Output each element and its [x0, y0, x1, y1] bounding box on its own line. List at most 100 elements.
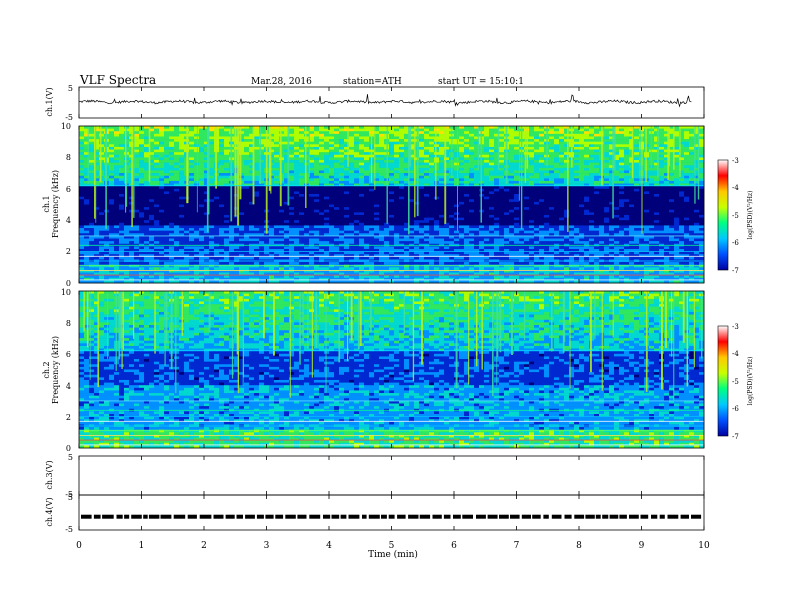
spectrogram-cell	[249, 173, 255, 177]
spectrogram-cell	[554, 141, 560, 145]
spectrogram-cell	[339, 180, 345, 184]
spectrogram-cell	[259, 131, 265, 135]
spectrogram-cell	[654, 214, 660, 218]
spectrogram-cell	[559, 214, 565, 218]
spectrogram-cell	[394, 183, 400, 187]
spectrogram-cell	[399, 194, 405, 197]
spectrogram-cell	[334, 157, 340, 161]
spectrogram-cell	[354, 141, 360, 145]
spectrogram-cell	[624, 128, 630, 132]
spectrogram-cell	[219, 133, 225, 137]
spectrogram-cell	[184, 225, 190, 229]
spectrogram-cell	[594, 191, 600, 195]
spectrogram-cell	[259, 165, 265, 169]
spectrogram-cell	[469, 126, 475, 129]
spectrogram-cell	[219, 146, 225, 150]
spectrogram-cell	[154, 191, 160, 195]
spectrogram-cell	[324, 162, 330, 166]
spectrogram-cell	[589, 128, 595, 132]
spectrogram-cell	[324, 126, 330, 129]
spectrogram-cell	[209, 126, 215, 129]
spectrogram-cell	[89, 162, 95, 166]
spectrogram-cell	[244, 162, 250, 166]
spectrogram-cell	[449, 214, 455, 218]
spectrogram-cell	[444, 212, 450, 216]
spectrogram-cell	[354, 220, 360, 224]
spectrogram-cell	[294, 196, 300, 200]
spectrogram-cell	[179, 170, 185, 174]
spectrogram-cell	[614, 209, 620, 213]
spectrogram-cell	[279, 225, 285, 229]
spectrogram-cell	[619, 188, 625, 192]
spectrogram-cell	[599, 220, 605, 224]
spectrogram-cell	[549, 160, 555, 163]
spectrogram-cell	[389, 212, 395, 216]
spectrogram-cell	[614, 136, 620, 140]
spectrogram-cell	[469, 141, 475, 145]
spectrogram-cell	[619, 139, 625, 142]
spectrogram-cell	[119, 144, 125, 148]
spectrogram-cell	[149, 188, 155, 192]
spectrogram-cell	[149, 131, 155, 135]
spectrogram-cell	[609, 214, 615, 218]
spectrogram-cell	[434, 188, 440, 192]
spectrogram-cell	[354, 154, 360, 158]
spectrogram-cell	[94, 146, 100, 150]
spectrogram-cell	[359, 188, 365, 192]
spectrogram-cell	[149, 173, 155, 177]
spectrogram-cell	[204, 154, 210, 158]
spectrogram-cell	[339, 167, 345, 171]
spectrogram-cell	[99, 136, 105, 140]
spectrogram-cell	[424, 162, 430, 166]
spectrogram-cell	[249, 201, 255, 205]
spectrogram-cell	[594, 165, 600, 169]
spectrogram-cell	[644, 188, 650, 192]
spectrogram-cell	[374, 180, 380, 184]
spectrogram-cell	[304, 209, 310, 213]
spectrogram-cell	[194, 196, 200, 200]
spectrogram-cell	[504, 222, 510, 226]
spectrogram-cell	[114, 149, 120, 153]
spectrogram-cell	[399, 165, 405, 169]
spectrogram-cell	[509, 160, 515, 163]
spectrogram-cell	[404, 133, 410, 137]
spectrogram-cell	[219, 220, 225, 224]
spectrogram-cell	[259, 160, 265, 163]
spectrogram-cell	[559, 204, 565, 208]
spectrogram-cell	[289, 136, 295, 140]
spectrogram-cell	[84, 144, 90, 148]
spectrogram-cell	[344, 165, 350, 169]
spectrogram-cell	[144, 207, 150, 211]
spectrogram-cell	[599, 228, 605, 231]
spectrogram-cell	[679, 131, 685, 135]
spectrogram-cell	[429, 128, 435, 132]
spectrogram-cell	[539, 220, 545, 224]
spectrogram-cell	[249, 207, 255, 211]
spectrogram-cell	[159, 139, 165, 142]
spectrogram-cell	[244, 131, 250, 135]
spectrogram-cell	[99, 178, 105, 182]
spectrogram-cell	[189, 201, 195, 205]
spectrogram-cell	[349, 146, 355, 150]
spectrogram-cell	[89, 222, 95, 226]
spectrogram-cell	[514, 139, 520, 142]
spectrogram-cell	[244, 128, 250, 132]
spectrogram-cell	[114, 199, 120, 203]
spectrogram-cell	[149, 141, 155, 145]
spectrogram-cell	[404, 173, 410, 177]
spectrogram-cell	[219, 204, 225, 208]
spectrogram-cell	[584, 196, 590, 200]
spectrogram-cell	[239, 201, 245, 205]
spectrogram-cell	[679, 154, 685, 158]
spectrogram-cell	[179, 201, 185, 205]
spectrogram-cell	[494, 209, 500, 213]
spectrogram-cell	[619, 167, 625, 171]
spectrogram-cell	[339, 209, 345, 213]
spectrogram-cell	[309, 209, 315, 213]
spectrogram-cell	[679, 212, 685, 216]
spectrogram-cell	[209, 131, 215, 135]
spectrogram-cell	[564, 160, 570, 163]
spectrogram-cell	[174, 152, 180, 156]
spectrogram-cell	[334, 154, 340, 158]
spectrogram-cell	[434, 162, 440, 166]
